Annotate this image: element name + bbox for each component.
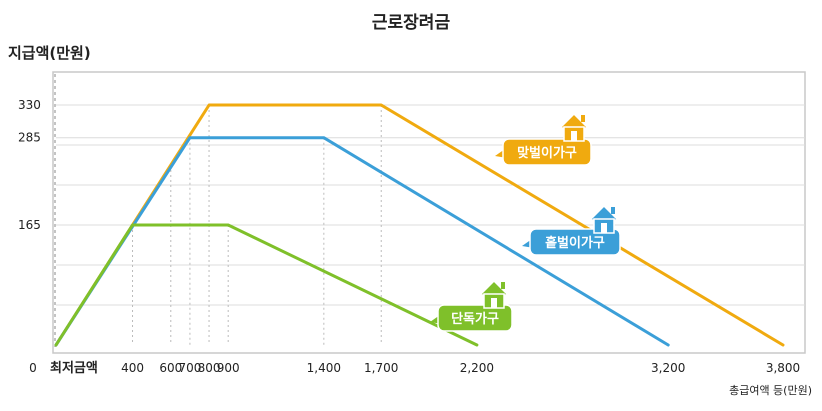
x-tick-label: 800 xyxy=(198,361,221,375)
plot-area xyxy=(52,71,806,354)
x-tick-label: 1,400 xyxy=(307,361,341,375)
x-tick-label: 1,700 xyxy=(364,361,398,375)
y-axis-label: 지급액(만원) xyxy=(8,44,91,62)
legend-label: 맞벌이가구 xyxy=(517,145,577,161)
chart-title: 근로장려금 xyxy=(372,13,451,33)
series-layer xyxy=(54,103,785,347)
x-tick-label: 900 xyxy=(217,361,240,375)
x-tick-label: 700 xyxy=(178,361,201,375)
legend-badge-bg xyxy=(437,304,513,332)
x-axis-label: 총급여액 등(만원) xyxy=(729,384,812,397)
x-tick-label: 3,800 xyxy=(766,361,800,375)
series-line-단독가구 xyxy=(54,223,479,347)
legend-badge-맞벌이가구: 맞벌이가구 xyxy=(495,112,592,166)
legend-label: 홑벌이가구 xyxy=(545,235,605,251)
guide-layer xyxy=(54,74,382,350)
x-tick-label: 3,200 xyxy=(651,361,685,375)
legend-badge-홑벌이가구: 홑벌이가구 xyxy=(522,204,621,256)
x-tick-label: 600 xyxy=(159,361,182,375)
y-tick-label: 285 xyxy=(18,131,41,145)
y-tick-layer: 330 285 165 xyxy=(18,98,41,232)
legend-badge-bg xyxy=(529,228,621,256)
house-icon xyxy=(588,204,620,234)
x-tick-label: 0 xyxy=(29,361,37,375)
house-icon xyxy=(478,279,510,309)
y-tick-label: 165 xyxy=(18,218,41,232)
x-tick-label: 2,200 xyxy=(460,361,494,375)
legend-label: 단독가구 xyxy=(451,311,499,327)
minimum-amount-label: 최저금액 xyxy=(50,361,98,376)
y-tick-label: 330 xyxy=(18,98,41,112)
house-icon xyxy=(558,112,590,142)
legend-badge-bg xyxy=(502,138,592,166)
legend-badge-단독가구: 단독가구 xyxy=(430,279,513,332)
x-tick-label: 400 xyxy=(121,361,144,375)
